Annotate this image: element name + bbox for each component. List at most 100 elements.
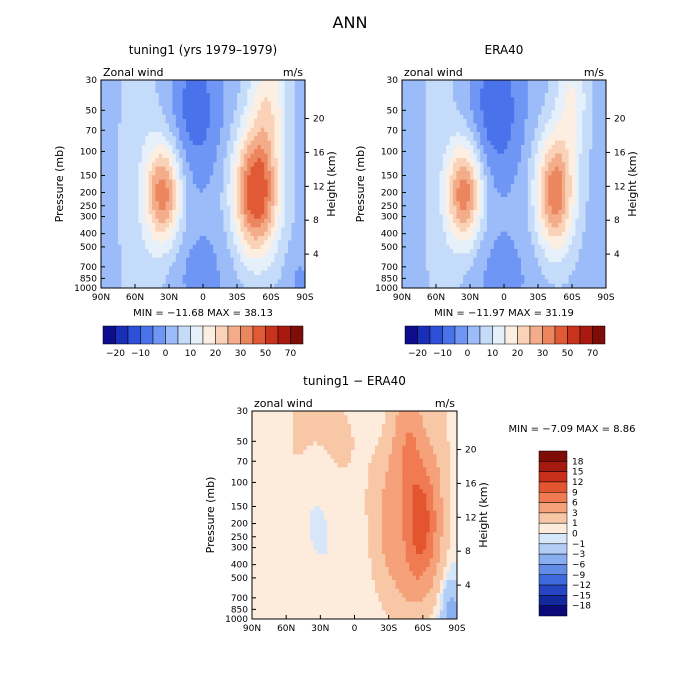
field-cell [158,88,163,94]
field-cell [555,123,559,129]
plot-area [402,80,606,288]
field-cell [247,84,252,90]
field-cell [572,80,576,85]
field-cell [500,179,505,185]
field-cell [281,166,286,172]
field-cell [114,106,119,111]
field-cell [121,171,126,176]
field-cell [175,249,180,254]
field-cell [589,166,593,172]
field-cell [466,84,471,90]
field-cell [165,88,170,94]
field-cell [412,80,417,85]
field-cell [107,149,112,155]
field-cell [128,88,133,94]
field-cell [169,236,173,241]
field-cell [182,257,187,263]
field-cell [453,218,457,224]
field-cell [104,201,109,207]
field-cell [466,123,471,129]
field-cell [118,84,122,90]
field-cell [568,80,573,85]
field-cell [158,127,163,133]
field-cell [155,214,160,220]
field-cell [294,179,299,185]
field-cell [412,158,417,163]
field-cell [240,192,245,198]
field-cell [199,223,204,228]
field-cell [476,123,481,129]
field-cell [257,110,262,116]
field-cell [199,270,204,276]
field-cell [510,123,515,129]
field-cell [216,257,221,263]
field-cell [247,249,252,254]
field-cell [585,127,590,133]
field-cell [118,119,122,124]
field-cell [162,266,167,272]
field-cell [453,119,457,124]
field-cell [585,214,590,220]
field-cell [544,106,549,111]
field-cell [152,257,156,263]
field-cell [470,179,474,185]
field-cell [493,114,498,120]
field-cell [196,205,201,211]
field-cell [172,80,177,85]
field-cell [121,205,126,211]
field-cell [107,136,112,142]
field-cell [504,80,508,85]
field-cell [298,210,303,215]
field-cell [446,179,451,185]
field-cell [107,175,112,181]
field-cell [524,179,529,185]
field-cell [582,171,587,176]
field-cell [182,188,187,194]
field-cell [107,132,112,137]
field-cell [223,257,228,263]
field-cell [412,188,417,194]
field-cell [179,110,184,116]
field-cell [104,249,109,254]
field-cell [405,192,410,198]
field-cell [141,210,146,215]
field-cell [199,236,204,241]
field-cell [172,266,177,272]
field-cell [257,93,262,98]
field-cell [476,84,481,90]
field-cell [257,106,262,111]
field-cell [541,218,546,224]
field-cell [124,136,129,142]
field-cell [226,106,231,111]
field-cell [301,119,305,124]
field-cell [531,171,536,176]
field-cell [294,84,299,90]
field-cell [298,205,303,211]
field-cell [152,266,156,272]
field-cell [291,123,296,129]
field-cell [288,231,292,237]
field-cell [524,114,529,120]
field-cell [179,192,184,198]
field-cell [206,132,211,137]
field-cell [114,84,119,90]
field-cell [121,244,126,250]
field-cell [209,192,214,198]
field-cell [585,210,590,215]
field-cell [267,110,272,116]
field-cell [470,101,474,107]
field-cell [592,201,597,207]
field-cell [561,101,566,107]
field-cell [555,162,559,168]
field-cell [575,93,580,98]
field-cell [274,127,279,133]
field-cell [203,88,207,94]
field-cell [271,236,275,241]
field-cell [237,145,241,150]
field-cell [284,106,289,111]
field-cell [101,153,105,159]
field-cell [237,262,241,267]
field-cell [429,97,434,103]
field-cell [572,84,576,90]
field-cell [250,236,255,241]
